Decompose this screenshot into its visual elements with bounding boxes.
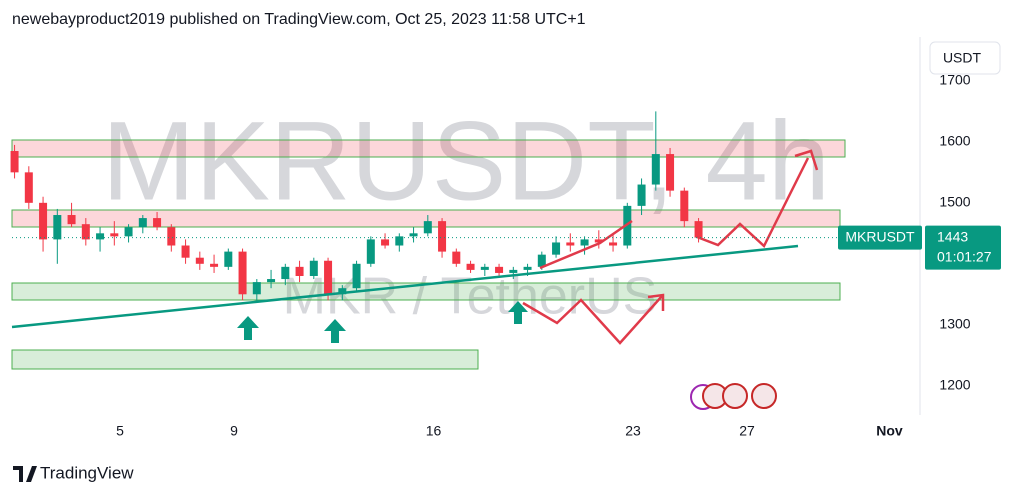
candle-body: [552, 242, 561, 255]
candle-body: [96, 233, 105, 240]
candle-body: [651, 154, 660, 185]
candle-body: [110, 233, 119, 237]
event-icon: [722, 383, 748, 409]
candle-body: [666, 154, 675, 191]
x-tick-label: 9: [230, 423, 238, 439]
up-arrow: [508, 301, 528, 324]
price-label-box: [925, 225, 1001, 270]
y-tick-label: 1700: [939, 72, 970, 88]
candle-body: [53, 215, 62, 240]
y-tick-label: 1300: [939, 315, 970, 331]
price-label: 1443: [937, 228, 968, 244]
candle-body: [252, 282, 261, 295]
candle-body: [295, 266, 304, 276]
candle-body: [352, 263, 361, 289]
candle-body: [224, 251, 233, 267]
resistance-zone: [11, 139, 846, 158]
candle-body: [124, 227, 133, 237]
event-icon: [751, 383, 777, 409]
projection-path: [539, 219, 633, 270]
candle-body: [438, 221, 447, 252]
candle-body: [324, 260, 333, 295]
arrow-head: [647, 293, 665, 311]
candle-body: [580, 239, 589, 246]
candle-body: [309, 260, 318, 276]
candle-body: [509, 269, 518, 273]
candle-body: [594, 239, 603, 243]
projection-path: [696, 157, 810, 249]
support-zone: [11, 282, 841, 301]
candle-body: [281, 266, 290, 280]
projection: [522, 149, 819, 345]
candle-body: [210, 263, 219, 267]
candle-body: [153, 218, 162, 228]
candle-body: [395, 236, 404, 246]
arrow-head: [794, 149, 819, 171]
countdown: 01:01:27: [937, 248, 992, 264]
candle-body: [67, 215, 76, 225]
support-zone: [11, 349, 479, 370]
x-tick-label: Nov: [876, 423, 903, 439]
up-arrow: [237, 316, 259, 340]
candle-body: [238, 251, 247, 295]
currency[interactable]: USDT: [943, 50, 982, 66]
candle-body: [523, 266, 532, 270]
candle-body: [81, 224, 90, 240]
events: [690, 383, 777, 410]
x-tick-label: 16: [426, 423, 442, 439]
y-tick-label: 1600: [939, 133, 970, 149]
x-tick-label: 27: [739, 423, 755, 439]
candle-body: [637, 184, 646, 206]
candle-body: [381, 239, 390, 246]
candle-body: [409, 233, 418, 237]
candle-body: [181, 245, 190, 258]
candle-body: [267, 279, 276, 283]
candle-body: [423, 221, 432, 234]
candle-body: [366, 239, 375, 264]
candle-body: [452, 251, 461, 264]
projection-path: [522, 295, 663, 345]
candle-body: [138, 218, 147, 228]
trend-line: [11, 244, 799, 329]
candle-body: [537, 254, 546, 267]
candle-body: [680, 190, 689, 222]
logo-icon: [13, 466, 37, 482]
x-tick-label: 23: [625, 423, 641, 439]
symbol-label: MKRUSDT: [845, 228, 915, 244]
up-arrow: [324, 319, 346, 343]
candle-body: [195, 257, 204, 264]
candle-body: [466, 263, 475, 270]
candle-body: [39, 202, 48, 240]
arrows: [237, 301, 528, 343]
candle-body: [694, 221, 703, 238]
currency-box[interactable]: [929, 41, 1001, 75]
symbol-label-box: [838, 225, 922, 250]
watermark-symbol: MKRUSDT, 4h: [102, 99, 830, 224]
y-tick-label: 1500: [939, 194, 970, 210]
candle-body: [495, 266, 504, 273]
candle-body: [480, 266, 489, 270]
candle-body: [338, 288, 347, 295]
candle-body: [10, 151, 19, 173]
x-tick-label: 5: [116, 423, 124, 439]
header: newebayproduct2019 published on TradingV…: [12, 11, 586, 28]
candle-body: [167, 227, 176, 246]
y-tick-label: 1200: [939, 376, 970, 392]
logo-text: TradingView: [40, 463, 134, 482]
candle-body: [609, 242, 618, 246]
candle-body: [566, 242, 575, 246]
candle-body: [24, 172, 33, 203]
